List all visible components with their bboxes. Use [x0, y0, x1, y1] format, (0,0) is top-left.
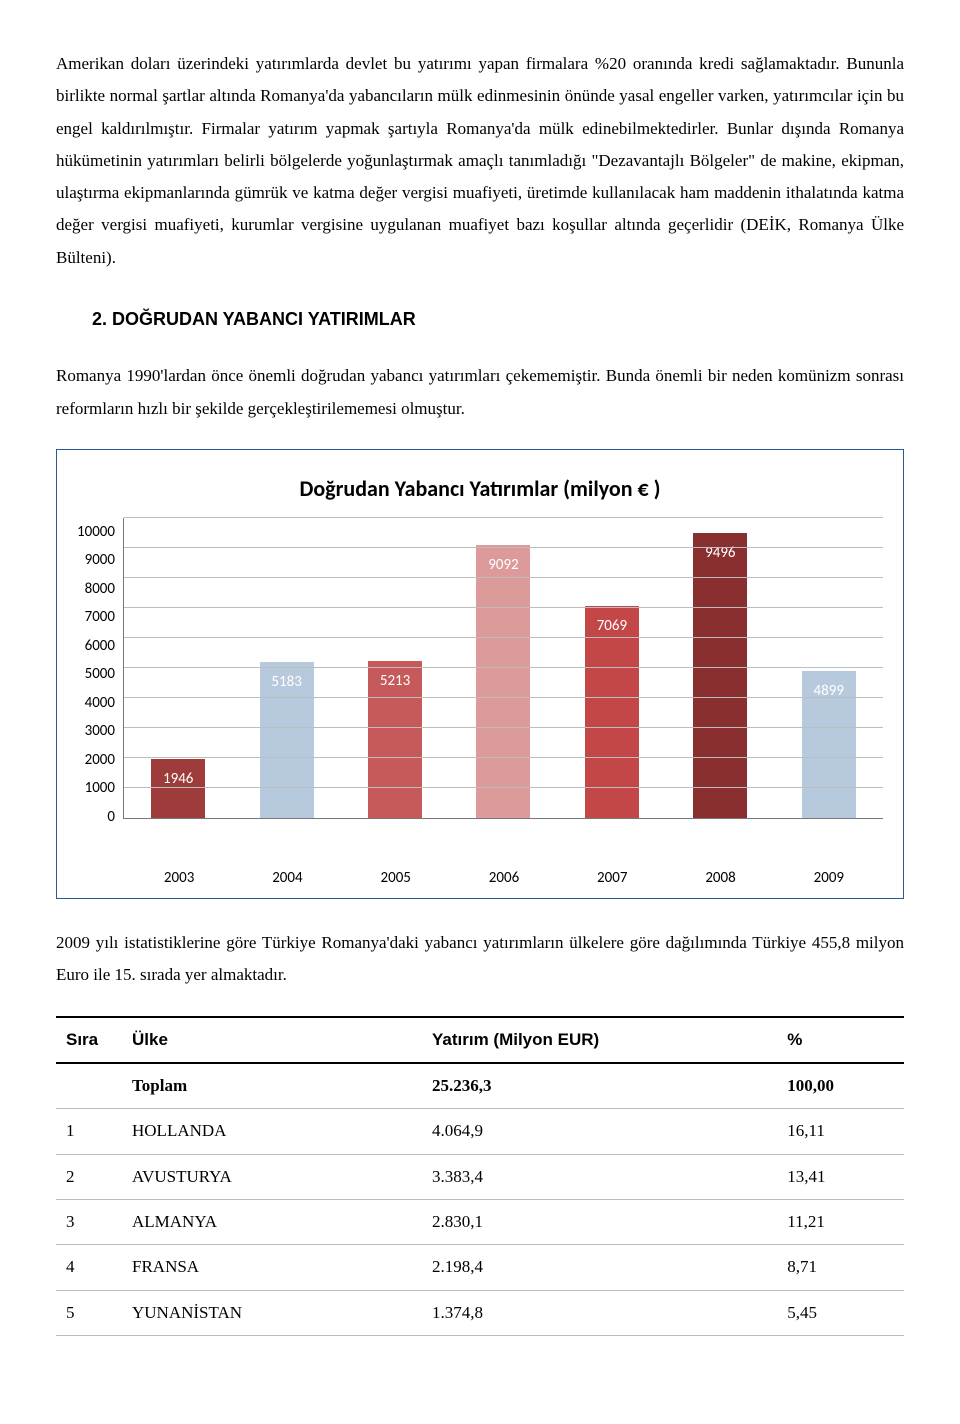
bar: 9496	[693, 533, 747, 818]
table-cell: 1.374,8	[422, 1290, 777, 1335]
chart-bars: 1946 5183 5213 9092 7069 9496 4899	[124, 518, 883, 818]
bar-slot: 7069	[558, 518, 666, 818]
bar-slot: 5183	[232, 518, 340, 818]
chart-area: 1000090008000700060005000400030002000100…	[77, 518, 883, 858]
y-tick: 1000	[85, 774, 115, 803]
paragraph-1: Amerikan doları üzerindeki yatırımlarda …	[56, 48, 904, 274]
y-tick: 6000	[85, 632, 115, 661]
col-investment: Yatırım (Milyon EUR)	[422, 1017, 777, 1063]
paragraph-2: Romanya 1990'lardan önce önemli doğrudan…	[56, 360, 904, 425]
table-cell: 2.830,1	[422, 1199, 777, 1244]
bar-slot: 9496	[666, 518, 774, 818]
table-cell: YUNANİSTAN	[122, 1290, 422, 1335]
table-row: 5YUNANİSTAN1.374,85,45	[56, 1290, 904, 1335]
fdi-bar-chart: Doğrudan Yabancı Yatırımlar (milyon € ) …	[56, 449, 904, 899]
chart-y-axis: 1000090008000700060005000400030002000100…	[77, 518, 123, 818]
y-tick: 10000	[77, 518, 115, 547]
table-cell: 3.383,4	[422, 1154, 777, 1199]
table-cell: 1	[56, 1109, 122, 1154]
table-cell: 16,11	[777, 1109, 904, 1154]
bar-value-label: 4899	[802, 677, 856, 706]
bar-slot: 5213	[341, 518, 449, 818]
table-cell: 2.198,4	[422, 1245, 777, 1290]
table-cell: 11,21	[777, 1199, 904, 1244]
paragraph-3: 2009 yılı istatistiklerine göre Türkiye …	[56, 927, 904, 992]
grid-line	[124, 757, 883, 758]
table-cell: 100,00	[777, 1063, 904, 1109]
bar-value-label: 9496	[693, 539, 747, 568]
table-row: 4FRANSA2.198,48,71	[56, 1245, 904, 1290]
y-tick: 5000	[85, 660, 115, 689]
y-tick: 0	[107, 803, 115, 832]
table-cell	[56, 1063, 122, 1109]
table-row: 2AVUSTURYA3.383,413,41	[56, 1154, 904, 1199]
table-header-row: Sıra Ülke Yatırım (Milyon EUR) %	[56, 1017, 904, 1063]
x-tick: 2008	[666, 864, 774, 893]
grid-line	[124, 577, 883, 578]
bar: 1946	[151, 759, 205, 817]
grid-line	[124, 787, 883, 788]
table-row: Toplam25.236,3100,00	[56, 1063, 904, 1109]
section-heading: 2. DOĞRUDAN YABANCI YATIRIMLAR	[92, 302, 904, 336]
table-cell: 2	[56, 1154, 122, 1199]
table-row: 3ALMANYA2.830,111,21	[56, 1199, 904, 1244]
grid-line	[124, 547, 883, 548]
y-tick: 3000	[85, 717, 115, 746]
bar: 9092	[476, 545, 530, 818]
bar: 5183	[260, 662, 314, 817]
table-cell: HOLLANDA	[122, 1109, 422, 1154]
table-row: 1HOLLANDA4.064,916,11	[56, 1109, 904, 1154]
table-cell: 13,41	[777, 1154, 904, 1199]
table-cell: FRANSA	[122, 1245, 422, 1290]
bar-value-label: 9092	[476, 551, 530, 580]
col-country: Ülke	[122, 1017, 422, 1063]
col-percent: %	[777, 1017, 904, 1063]
table-cell: 4	[56, 1245, 122, 1290]
grid-line	[124, 517, 883, 518]
x-tick: 2005	[342, 864, 450, 893]
table-cell: 8,71	[777, 1245, 904, 1290]
country-investment-table: Sıra Ülke Yatırım (Milyon EUR) % Toplam2…	[56, 1016, 904, 1336]
table-cell: 3	[56, 1199, 122, 1244]
x-tick: 2004	[233, 864, 341, 893]
x-tick: 2009	[775, 864, 883, 893]
chart-title: Doğrudan Yabancı Yatırımlar (milyon € )	[77, 468, 883, 510]
table-body: Toplam25.236,3100,001HOLLANDA4.064,916,1…	[56, 1063, 904, 1335]
x-tick: 2007	[558, 864, 666, 893]
table-cell: 4.064,9	[422, 1109, 777, 1154]
bar-value-label: 1946	[151, 765, 205, 794]
grid-line	[124, 697, 883, 698]
chart-x-axis: 2003200420052006200720082009	[125, 858, 883, 893]
table-cell: 25.236,3	[422, 1063, 777, 1109]
y-tick: 8000	[85, 575, 115, 604]
bar-slot: 9092	[449, 518, 557, 818]
table-cell: Toplam	[122, 1063, 422, 1109]
grid-line	[124, 727, 883, 728]
table-cell: 5,45	[777, 1290, 904, 1335]
bar: 4899	[802, 671, 856, 818]
grid-line	[124, 607, 883, 608]
y-tick: 9000	[85, 546, 115, 575]
bar-value-label: 5213	[368, 667, 422, 696]
chart-plot: 1946 5183 5213 9092 7069 9496 4899	[123, 518, 883, 819]
bar-value-label: 5183	[260, 668, 314, 697]
grid-line	[124, 637, 883, 638]
x-tick: 2003	[125, 864, 233, 893]
bar: 5213	[368, 661, 422, 817]
col-rank: Sıra	[56, 1017, 122, 1063]
bar-slot: 4899	[775, 518, 883, 818]
table-cell: 5	[56, 1290, 122, 1335]
grid-line	[124, 667, 883, 668]
table-cell: AVUSTURYA	[122, 1154, 422, 1199]
table-cell: ALMANYA	[122, 1199, 422, 1244]
y-tick: 2000	[85, 746, 115, 775]
x-tick: 2006	[450, 864, 558, 893]
y-tick: 7000	[85, 603, 115, 632]
y-tick: 4000	[85, 689, 115, 718]
bar-slot: 1946	[124, 518, 232, 818]
